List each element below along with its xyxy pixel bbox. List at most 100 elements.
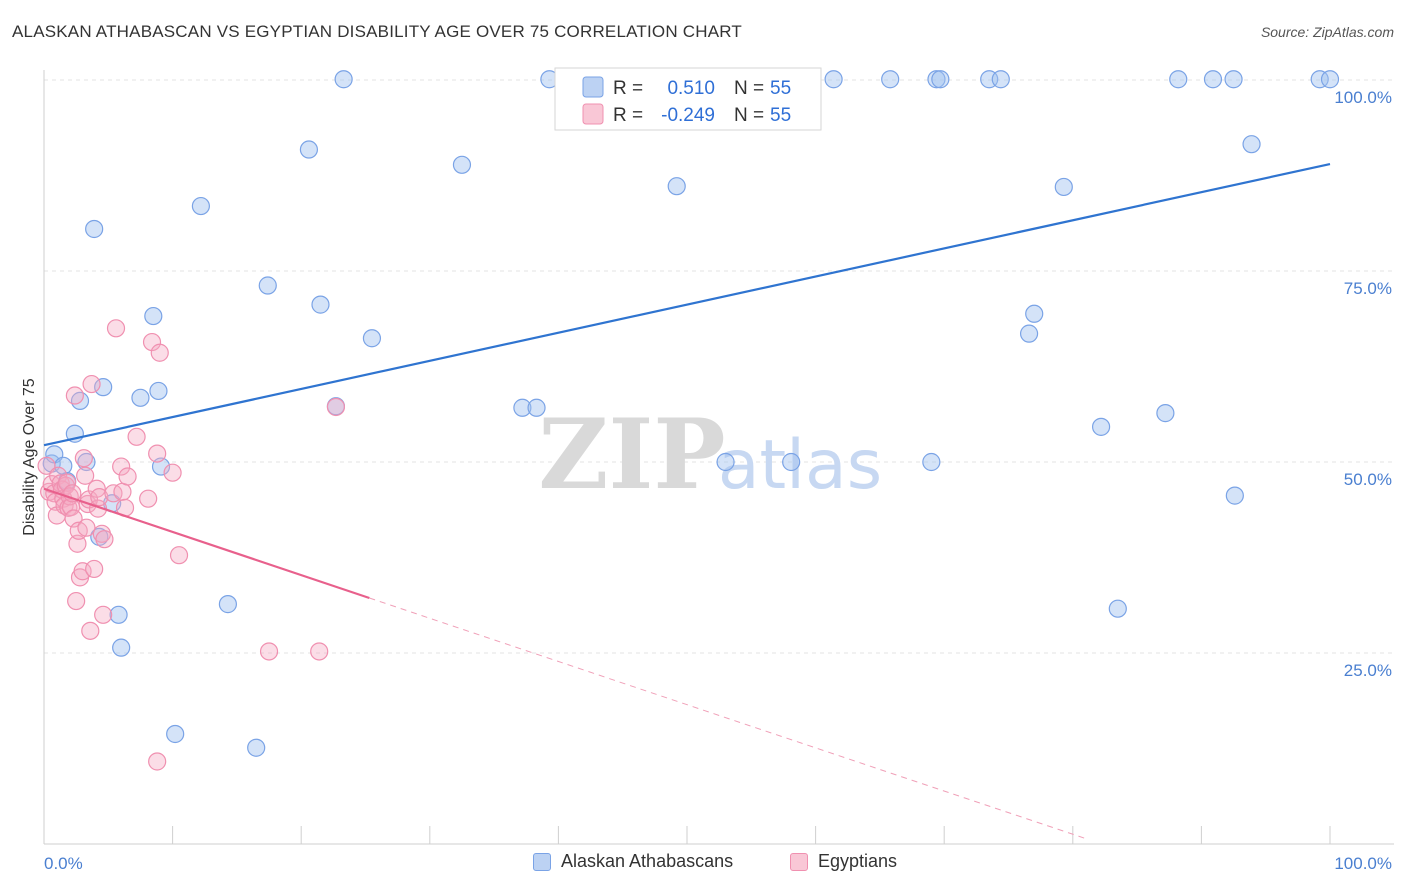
data-point [527,398,546,417]
y-tick-label-100: 100.0% [1334,88,1392,107]
data-point [127,427,146,446]
legend-label: Egyptians [818,851,898,871]
data-point [68,534,87,553]
data-point [1310,70,1329,89]
data-point [881,70,900,89]
data-point [163,463,182,482]
watermark-atlas: atlas [718,426,882,505]
data-point [1108,599,1127,618]
data-point [1054,177,1073,197]
y-tick-labels: 25.0% 50.0% 75.0% 100.0% [1334,88,1392,680]
data-point [1225,486,1244,505]
legend-label: Alaskan Athabascans [561,851,734,871]
data-point [149,381,168,401]
data-point [667,177,686,196]
data-point [191,196,210,216]
data-point [95,530,114,549]
trend-line-blue [43,162,1331,447]
data-point [513,398,532,417]
data-point [927,70,946,89]
data-point [716,452,735,472]
data-point [922,452,941,472]
data-point [1320,70,1340,89]
source-note: Source: ZipAtlas.com [1260,24,1394,40]
legend-swatch-blue [533,852,551,871]
data-point [258,276,277,295]
series-egyptians [37,319,346,771]
data-point [70,391,90,410]
data-point [112,638,131,657]
series-legend: Alaskan Athabascans Egyptians [0,851,1406,877]
data-point [931,70,950,89]
data-point [73,562,92,581]
data-point [90,488,109,507]
stats-legend-r-value: 0.510 [667,78,715,99]
data-point [85,219,104,239]
chart-title: ALASKAN ATHABASCAN VS EGYPTIAN DISABILIT… [12,22,742,41]
stats-legend-swatch-blue [582,76,604,98]
x-tick-label-max: 100.0% [1334,854,1392,873]
data-point [131,388,150,407]
y-tick-label-75: 75.0% [1344,279,1392,298]
data-point [77,518,96,537]
series-alaskan-athabascans [42,70,1340,757]
y-tick-label-50: 50.0% [1344,470,1392,489]
stats-legend-n-value: 55 [770,105,791,126]
data-point [1224,70,1243,89]
legend-swatch-pink [790,852,808,871]
data-point [106,319,126,338]
data-point [94,605,113,624]
data-point [299,140,319,159]
data-point [144,306,163,326]
trend-line-pink-extension [369,597,1089,840]
data-point [148,444,167,463]
data-point [1242,135,1261,154]
data-point [259,642,279,661]
data-point [310,642,329,661]
data-point [218,595,237,614]
data-point [169,546,189,565]
stats-legend-r-label: R = [613,105,643,126]
data-point [76,466,95,485]
data-point [56,476,75,495]
y-tick-label-25: 25.0% [1344,661,1392,680]
data-point [94,378,113,397]
data-point [85,559,104,579]
axes [43,70,1394,845]
grid-lines [44,79,1394,654]
data-point [991,70,1010,89]
data-point [1156,404,1175,423]
data-point [118,467,137,486]
stats-legend-r-value: -0.249 [661,105,715,126]
legend-item-alaskan-athabascans: Alaskan Athabascans [533,851,733,872]
x-tick-label-min: 0.0% [44,854,83,873]
data-point [452,155,472,174]
data-point [67,591,86,611]
data-point [113,482,132,501]
data-point [112,457,131,476]
data-point [82,374,101,394]
data-point [1025,304,1044,323]
data-point [74,449,93,468]
trend-lines [43,162,1331,840]
watermark: ZIP atlas [538,398,882,511]
data-point [150,343,169,362]
data-point [58,473,77,492]
data-point [334,70,353,89]
data-point [1169,70,1188,89]
data-point [1091,417,1111,436]
y-axis-label: Disability Age Over 75 [21,378,38,536]
stats-legend: R = 0.510 N = 55 R = -0.249 N = 55 [554,67,822,131]
data-point [104,484,123,503]
legend-item-egyptians: Egyptians [790,851,897,872]
data-point [247,738,266,757]
data-point [37,456,56,475]
data-point [109,605,128,624]
stats-legend-r-label: R = [613,78,643,99]
stats-legend-swatch-pink [582,103,604,125]
data-point [65,386,84,405]
data-point [148,752,167,771]
data-point [782,452,801,472]
data-point [139,489,158,508]
